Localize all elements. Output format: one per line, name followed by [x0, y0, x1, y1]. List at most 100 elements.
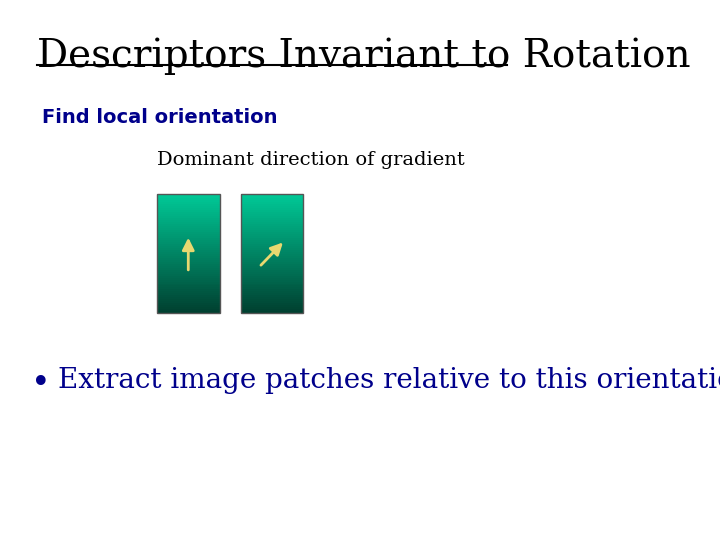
- Bar: [240, 226, 303, 228]
- Bar: [240, 284, 303, 286]
- Bar: [157, 278, 220, 280]
- Bar: [240, 200, 303, 202]
- Bar: [157, 194, 220, 197]
- Bar: [240, 303, 303, 305]
- Bar: [240, 194, 303, 313]
- Bar: [240, 242, 303, 244]
- Bar: [240, 232, 303, 234]
- Bar: [157, 220, 220, 222]
- Bar: [240, 266, 303, 268]
- Bar: [240, 197, 303, 198]
- Bar: [157, 206, 220, 208]
- Bar: [240, 293, 303, 295]
- Bar: [157, 256, 220, 258]
- Bar: [157, 242, 220, 244]
- Bar: [157, 234, 220, 236]
- Bar: [157, 248, 220, 250]
- Bar: [240, 230, 303, 232]
- Bar: [240, 309, 303, 311]
- Bar: [240, 224, 303, 226]
- Bar: [157, 311, 220, 313]
- Bar: [157, 218, 220, 220]
- Bar: [157, 228, 220, 230]
- Bar: [157, 210, 220, 212]
- Bar: [240, 218, 303, 220]
- Bar: [240, 252, 303, 254]
- Bar: [240, 295, 303, 298]
- Bar: [157, 236, 220, 238]
- Bar: [240, 220, 303, 222]
- Bar: [240, 254, 303, 256]
- Bar: [240, 281, 303, 284]
- Bar: [240, 208, 303, 210]
- Text: Find local orientation: Find local orientation: [42, 108, 277, 127]
- Bar: [157, 275, 220, 278]
- Bar: [240, 212, 303, 214]
- Bar: [157, 198, 220, 200]
- Bar: [157, 286, 220, 287]
- Bar: [157, 204, 220, 206]
- Bar: [240, 250, 303, 252]
- Bar: [240, 204, 303, 206]
- Bar: [157, 250, 220, 252]
- Bar: [157, 258, 220, 260]
- Bar: [240, 307, 303, 309]
- Bar: [157, 289, 220, 292]
- Bar: [240, 260, 303, 262]
- Bar: [240, 246, 303, 248]
- Bar: [157, 260, 220, 262]
- Bar: [157, 252, 220, 254]
- Bar: [240, 305, 303, 307]
- Bar: [157, 226, 220, 228]
- Bar: [240, 194, 303, 197]
- Text: Descriptors Invariant to Rotation: Descriptors Invariant to Rotation: [37, 38, 690, 75]
- Text: Extract image patches relative to this orientation: Extract image patches relative to this o…: [58, 367, 720, 394]
- Bar: [240, 274, 303, 275]
- Bar: [240, 236, 303, 238]
- Bar: [157, 246, 220, 248]
- Text: •: •: [32, 367, 51, 400]
- Bar: [240, 214, 303, 216]
- Bar: [157, 280, 220, 281]
- Bar: [157, 224, 220, 226]
- Bar: [157, 230, 220, 232]
- Bar: [240, 299, 303, 301]
- Bar: [157, 200, 220, 202]
- Bar: [240, 292, 303, 293]
- Bar: [157, 295, 220, 298]
- Bar: [157, 266, 220, 268]
- Bar: [240, 244, 303, 246]
- Bar: [157, 216, 220, 218]
- Bar: [240, 216, 303, 218]
- Bar: [157, 222, 220, 224]
- Bar: [240, 198, 303, 200]
- Bar: [157, 284, 220, 286]
- Bar: [240, 269, 303, 272]
- Bar: [240, 275, 303, 278]
- Bar: [157, 268, 220, 269]
- Bar: [157, 202, 220, 204]
- Bar: [157, 305, 220, 307]
- Bar: [240, 287, 303, 289]
- Bar: [157, 298, 220, 299]
- Text: Dominant direction of gradient: Dominant direction of gradient: [157, 151, 464, 169]
- Bar: [157, 274, 220, 275]
- Bar: [240, 234, 303, 236]
- Bar: [157, 272, 220, 274]
- Bar: [157, 232, 220, 234]
- Bar: [240, 311, 303, 313]
- Bar: [240, 268, 303, 269]
- Bar: [240, 289, 303, 292]
- Bar: [240, 272, 303, 274]
- Bar: [157, 287, 220, 289]
- Bar: [240, 280, 303, 281]
- Bar: [157, 197, 220, 198]
- Bar: [157, 194, 220, 313]
- Bar: [240, 206, 303, 208]
- Bar: [240, 210, 303, 212]
- Bar: [240, 222, 303, 224]
- Bar: [157, 293, 220, 295]
- Bar: [157, 301, 220, 303]
- Bar: [157, 262, 220, 264]
- Bar: [157, 303, 220, 305]
